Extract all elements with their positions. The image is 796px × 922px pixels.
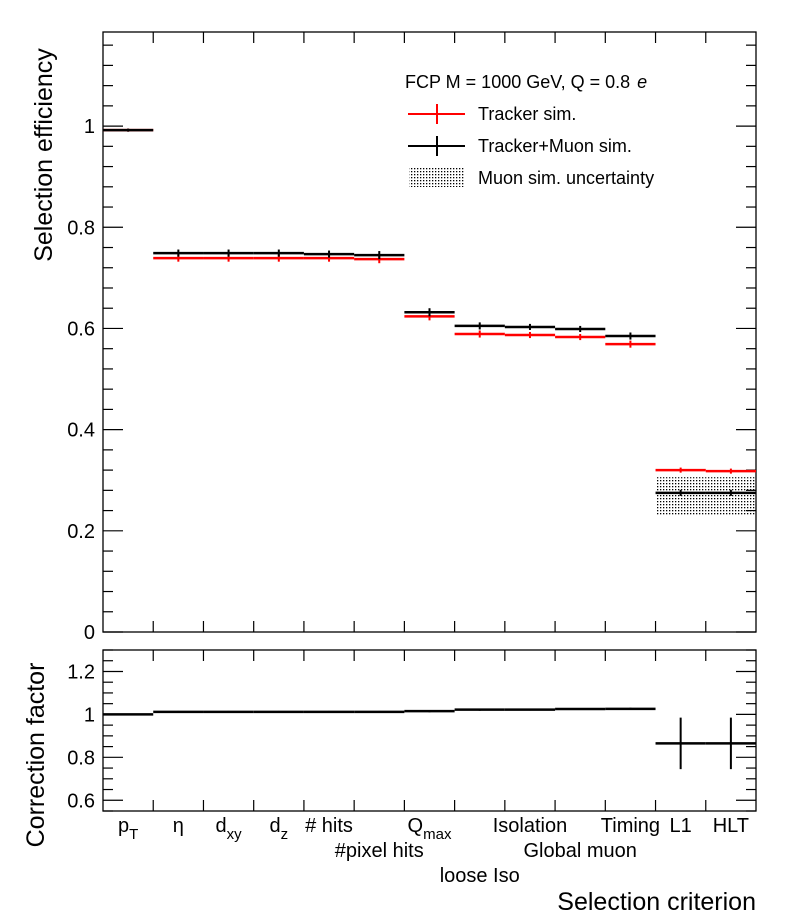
x-tick-label: Timing [601, 815, 660, 837]
y-tick-label: 0.6 [67, 318, 95, 340]
x-tick-label: Isolation [493, 815, 568, 837]
x-tick-label: Qmax [408, 815, 452, 843]
x-axis-title: Selection criterion [557, 888, 756, 916]
x-tick-label: L1 [670, 815, 692, 837]
x-tick-label: # hits [305, 815, 353, 837]
legend-marker-uncertainty [409, 167, 465, 187]
y-tick-label: 0.8 [67, 217, 95, 239]
x-tick-label-main: p [118, 815, 129, 837]
x-tick-label-subscript: max [423, 826, 452, 843]
x-tick-label-subscript: z [281, 826, 289, 843]
x-tick-label-main: Isolation [493, 815, 568, 837]
y-tick-label: 0.4 [67, 420, 95, 442]
plot-frame [102, 31, 757, 633]
legend-label-uncertainty: Muon sim. uncertainty [478, 168, 654, 188]
legend-label-tracker-muon: Tracker+Muon sim. [478, 136, 632, 156]
y-tick-label: 0.2 [67, 521, 95, 543]
x-tick-label-main: Q [408, 815, 424, 837]
x-tick-label: η [173, 815, 184, 837]
x-tick-label-main: HLT [713, 815, 749, 837]
y-tick-label: 0.8 [67, 747, 95, 769]
uncertainty-band [705, 477, 756, 516]
x-tick-label-main: d [216, 815, 227, 837]
y-tick-label: 0 [84, 622, 95, 644]
y-axis-title-efficiency: Selection efficiency [30, 48, 58, 262]
y-tick-label: 0.6 [67, 790, 95, 812]
legend-label-tracker: Tracker sim. [478, 104, 576, 124]
y-tick-label: 1.2 [67, 661, 95, 683]
x-tick-label: loose Iso [440, 865, 520, 887]
efficiency-pad: 0 0.2 0.4 0.6 0.8 1 [67, 31, 757, 644]
x-tick-label-main: #pixel hits [335, 840, 424, 862]
legend-header-text: FCP M = 1000 GeV, Q = 0.8 [405, 72, 630, 92]
x-tick-label: #pixel hits [335, 840, 424, 862]
x-tick-label: pT [118, 815, 138, 843]
x-tick-label-main: loose Iso [440, 865, 520, 887]
uncertainty-band [655, 477, 706, 516]
x-tick-label-main: # hits [305, 815, 353, 837]
y-tick-label: 1 [84, 116, 95, 138]
legend-header: FCP M = 1000 GeV, Q = 0.8 e [405, 72, 647, 92]
x-tick-label-subscript: xy [227, 826, 243, 843]
legend: FCP M = 1000 GeV, Q = 0.8 e Tracker sim. … [405, 72, 654, 188]
x-tick-label: HLT [713, 815, 749, 837]
y-axis-title-ratio: Correction factor [22, 663, 50, 848]
x-tick-label-main: Timing [601, 815, 660, 837]
ratio-pad: 0.60.811.2pT η dxy dz # hits#pixel hitsQmaxl… [67, 649, 757, 887]
legend-header-unit: e [637, 72, 647, 92]
y-tick-label: 1 [84, 704, 95, 726]
x-tick-label-main: d [269, 815, 280, 837]
x-tick-label: dz [269, 815, 288, 843]
x-tick-label-main: L1 [670, 815, 692, 837]
x-tick-label: dxy [216, 815, 243, 843]
x-tick-label-main: Global muon [523, 840, 636, 862]
plot-frame [102, 649, 757, 812]
x-tick-label: Global muon [523, 840, 636, 862]
x-tick-label-main: η [173, 815, 184, 837]
x-tick-label-subscript: T [129, 826, 138, 843]
